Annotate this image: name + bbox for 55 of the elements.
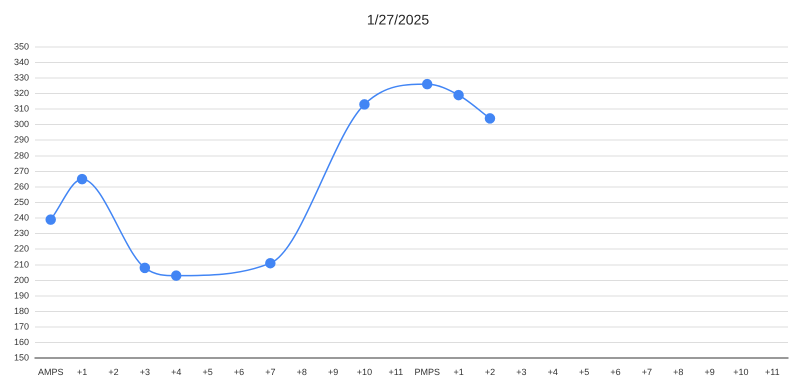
point xyxy=(422,78,432,90)
y-tick-label: 190 xyxy=(14,290,30,300)
chart-title: 1/27/2025 xyxy=(366,11,430,28)
x-tick-label: +5 xyxy=(578,367,590,378)
y-tick-label: 270 xyxy=(14,166,30,176)
y-tick-label: 160 xyxy=(14,337,30,348)
x-tick-label: +7 xyxy=(265,367,276,378)
y-tick-label: 180 xyxy=(14,306,30,316)
y-tick-label: 280 xyxy=(14,150,30,160)
x-tick-label: +9 xyxy=(328,367,338,378)
x-tick-label: +6 xyxy=(234,367,244,378)
y-tick-label: 350 xyxy=(14,41,30,52)
y-tick-label: 240 xyxy=(14,212,30,223)
x-tick-label: +10 xyxy=(733,367,749,378)
x-tick-label: PMPS xyxy=(414,367,440,378)
x-tick-label: AMPS xyxy=(38,367,64,378)
x-tick-label: +5 xyxy=(202,367,213,378)
x-tick-label: +3 xyxy=(140,367,150,378)
point xyxy=(265,258,276,268)
x-tick-label: +9 xyxy=(704,367,715,378)
x-tick-label: +3 xyxy=(516,367,526,378)
y-tick-label: 220 xyxy=(14,244,30,254)
point xyxy=(453,90,464,100)
point xyxy=(140,262,150,274)
point xyxy=(170,270,182,281)
y-tick-label: 200 xyxy=(14,274,30,285)
x-tick-label: +10 xyxy=(356,367,372,378)
x-tick-label: +2 xyxy=(484,367,496,378)
y-tick-label: 310 xyxy=(14,104,30,114)
x-tick-label: +8 xyxy=(673,367,684,378)
y-tick-label: 230 xyxy=(14,228,30,238)
y-tick-label: 260 xyxy=(14,181,30,192)
x-tick-label: +1 xyxy=(453,367,464,378)
point xyxy=(76,174,88,184)
x-tick-label: +6 xyxy=(610,367,621,378)
x-tick-label: +11 xyxy=(388,367,404,378)
x-tick-label: +11 xyxy=(765,367,780,378)
x-tick-label: +1 xyxy=(76,367,88,378)
y-tick-label: 290 xyxy=(14,134,30,145)
x-tick-label: +8 xyxy=(296,367,307,378)
y-tick-label: 340 xyxy=(14,56,30,67)
y-tick-label: 210 xyxy=(14,259,30,270)
x-tick-label: +2 xyxy=(108,367,119,378)
y-tick-label: 150 xyxy=(14,352,30,363)
x-tick-label: +7 xyxy=(642,367,652,378)
y-tick-label: 170 xyxy=(14,322,30,332)
y-tick-label: 330 xyxy=(14,72,30,82)
y-tick-label: 300 xyxy=(14,119,30,130)
point xyxy=(45,214,56,225)
point xyxy=(484,113,496,124)
x-tick-label: +4 xyxy=(171,367,182,378)
y-tick-label: 250 xyxy=(14,196,30,207)
y-tick-label: 320 xyxy=(14,88,30,98)
x-tick-label: +4 xyxy=(548,367,558,378)
point xyxy=(359,99,370,110)
